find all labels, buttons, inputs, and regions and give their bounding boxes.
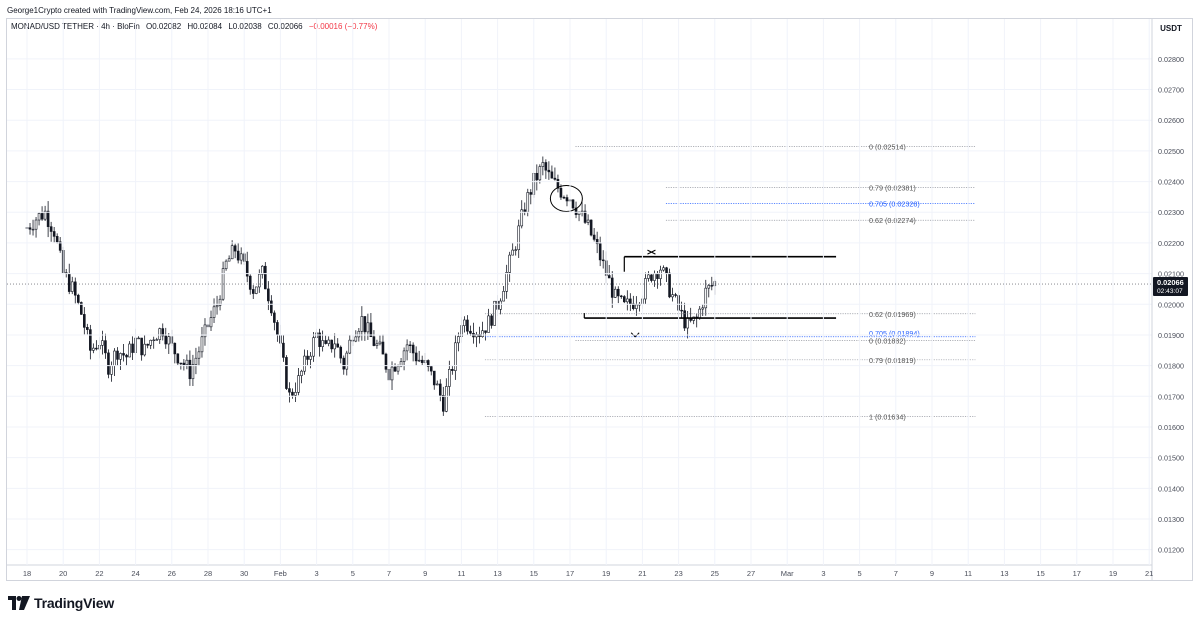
chart-frame — [6, 18, 1193, 581]
ohlc-close: C0.02066 — [267, 22, 303, 31]
ohlc-low: L0.02038 — [228, 22, 262, 31]
tradingview-logo[interactable]: TradingView — [8, 594, 114, 612]
symbol-name[interactable]: MONAD/USD TETHER · 4h · BloFin — [11, 22, 140, 31]
ohlc-open: O0.02082 — [146, 22, 182, 31]
symbol-legend: MONAD/USD TETHER · 4h · BloFin O0.02082 … — [11, 22, 381, 31]
price-axis-unit[interactable]: USDT — [1160, 24, 1182, 33]
price-change: −0.00016 (−0.77%) — [308, 22, 378, 31]
tradingview-logo-icon — [8, 596, 30, 610]
ohlc-high: H0.02084 — [187, 22, 223, 31]
tradingview-logo-text: TradingView — [34, 595, 115, 611]
chart-credit: George1Crypto created with TradingView.c… — [7, 6, 272, 15]
